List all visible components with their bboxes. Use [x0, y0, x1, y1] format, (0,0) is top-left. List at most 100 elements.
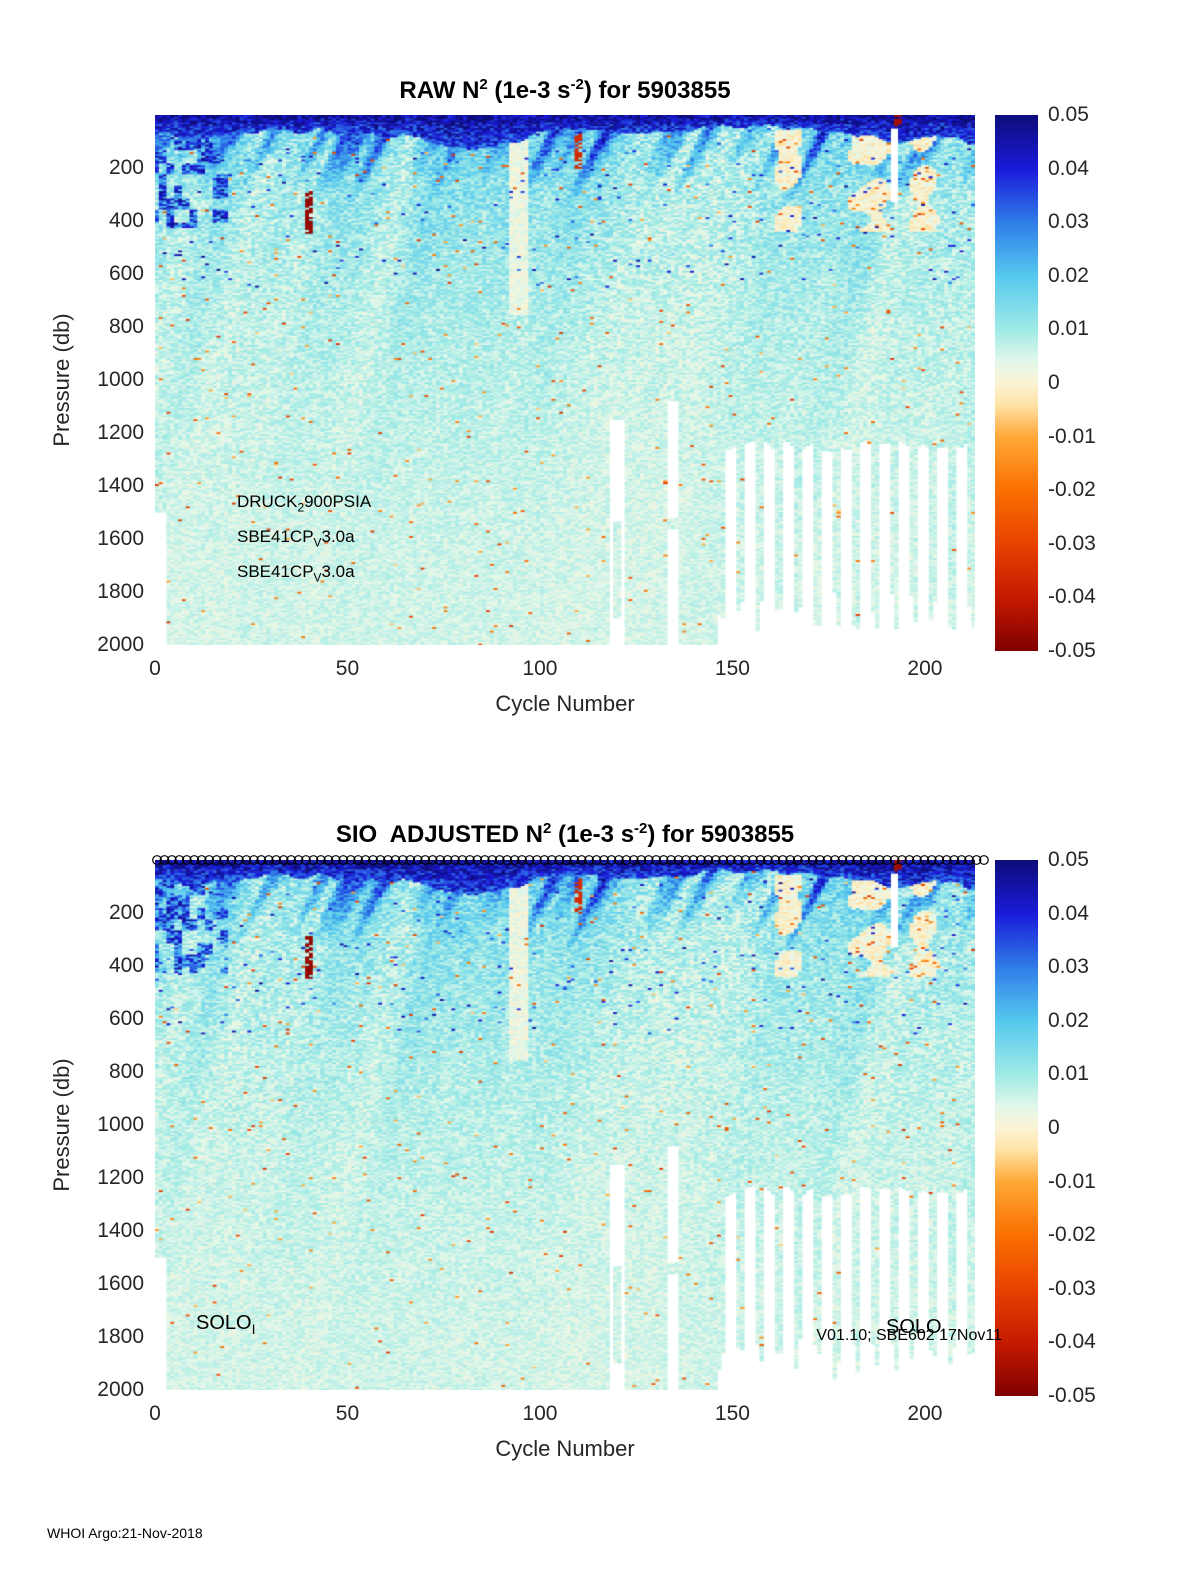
cycle-marker-circle [822, 855, 833, 865]
footer-text: WHOI Argo:21-Nov-2018 [47, 1525, 203, 1541]
cycle-marker-circle [159, 855, 170, 865]
cycle-marker-circle [360, 855, 371, 865]
cycle-marker-circle [763, 855, 773, 865]
cycle-marker-circle [323, 855, 334, 865]
annotation-text: SOLO [886, 1316, 942, 1338]
annotation-text: DRUCK [237, 492, 298, 511]
cycle-marker-circle [830, 855, 840, 865]
raw-colorbar-tick-label: -0.05 [1048, 639, 1096, 662]
cycle-marker-circle [196, 855, 207, 865]
adjusted-title-superscript: 2 [542, 820, 552, 837]
raw-x-tick-label: 0 [149, 657, 161, 680]
cycle-marker-circle [576, 855, 587, 865]
raw-y-tick-label: 1600 [97, 527, 144, 550]
cycle-marker-circle [181, 855, 192, 865]
cycle-marker-circle [882, 855, 892, 865]
cycle-marker-circle [710, 855, 721, 865]
annotation-text: 3.0a [321, 527, 355, 546]
cycle-marker-circle [800, 855, 811, 865]
adjusted-y-tick-label: 200 [108, 901, 144, 924]
cycle-marker-circle [867, 855, 878, 865]
cycle-marker-circle [621, 855, 632, 865]
cycle-marker-circle [271, 855, 282, 865]
cycle-marker-circle [815, 855, 825, 865]
cycle-marker-circle [807, 855, 818, 865]
cycle-marker-circle [844, 855, 855, 865]
raw-y-tick-label: 1800 [97, 580, 144, 603]
cycle-marker-circle [904, 855, 915, 865]
adjusted-x-tick-label: 200 [907, 1402, 943, 1425]
cycle-marker-circle [442, 855, 453, 865]
cycle-marker-circle [166, 855, 177, 865]
cycle-marker-circle [770, 855, 781, 865]
cycle-marker-circle [949, 855, 960, 865]
cycle-marker-circle [472, 855, 483, 865]
cycle-marker-circle [606, 855, 617, 865]
cycle-marker-circle [837, 855, 848, 865]
adjusted-x-tick-label: 0 [149, 1402, 161, 1425]
raw-annotation-pressure-sensor: DRUCK2900PSIA [237, 492, 371, 514]
cycle-marker-circle [435, 855, 446, 865]
annotation-text: SOLO [196, 1312, 252, 1334]
adjusted-y-tick-label: 1600 [97, 1272, 144, 1295]
annotation-text: SBE41CP [237, 527, 314, 546]
cycle-marker-circle [658, 855, 669, 865]
adjusted-colorbar-tick-label: 0.02 [1048, 1008, 1089, 1032]
cycle-marker-circle [733, 855, 743, 865]
adjusted-plot-title: SIO ADJUSTED N2 (1e-3 s-2) for 5903855 [155, 820, 975, 849]
cycle-marker-circle [450, 855, 460, 865]
cycle-marker-circle [509, 855, 520, 865]
cycle-marker-circle [315, 855, 326, 865]
cycle-marker-circle [666, 855, 676, 865]
raw-y-tick-label: 600 [108, 262, 144, 285]
annotation-subscript: V [313, 570, 322, 585]
cycle-marker-circle [748, 855, 758, 865]
raw-title-text: (1e-3 s [487, 77, 571, 104]
cycle-marker-circle [301, 855, 311, 865]
cycle-marker-circle [628, 855, 639, 865]
cycle-marker-circle [792, 855, 803, 865]
adjusted-colorbar-tick-label: 0 [1048, 1116, 1060, 1139]
adjusted-y-tick-label: 1400 [97, 1219, 144, 1242]
raw-colorbar-tick-label: 0.03 [1048, 210, 1089, 234]
cycle-marker-circle [599, 855, 609, 865]
raw-y-tick-label: 1000 [97, 368, 144, 391]
cycle-marker-circle [852, 855, 863, 865]
cycle-marker-circles [152, 855, 989, 865]
raw-x-tick-label: 150 [714, 657, 750, 680]
cycle-marker-circle [532, 855, 542, 865]
adjusted-title-text: ) for 5903855 [647, 821, 795, 848]
cycle-marker-circle [219, 855, 229, 865]
cycle-marker-circle [561, 855, 572, 865]
raw-colorbar-tick-label: 0 [1048, 371, 1060, 394]
cycle-marker-circle [718, 855, 729, 865]
cycle-marker-circle [785, 855, 796, 865]
raw-x-axis-label: Cycle Number [495, 691, 635, 716]
cycle-marker-circle [465, 855, 475, 865]
cycle-marker-circle [517, 855, 527, 865]
adjusted-heatmap [155, 860, 975, 1390]
raw-colorbar-tick-label: 0.05 [1048, 103, 1089, 126]
raw-colorbar-tick-label: 0.04 [1048, 156, 1089, 180]
adjusted-title-superscript: -2 [634, 820, 648, 837]
adjusted-y-tick-label: 600 [108, 1007, 144, 1030]
raw-y-tick-label: 2000 [97, 633, 144, 656]
adjusted-annotation-version: V01.10; SBE602 17Nov11 [816, 1327, 1002, 1344]
cycle-marker-circle [636, 855, 647, 865]
adjusted-x-axis-label: Cycle Number [495, 1436, 635, 1461]
adjusted-colorbar-tick-label: -0.01 [1048, 1169, 1096, 1193]
adjusted-y-tick-label: 2000 [97, 1378, 144, 1401]
cycle-marker-circle [383, 855, 393, 865]
cycle-marker-circle [614, 855, 624, 865]
cycle-marker-circle [189, 855, 200, 865]
cycle-marker-circle [651, 855, 662, 865]
cycle-marker-circle [524, 855, 535, 865]
annotation-subscript: 2 [297, 500, 305, 515]
cycle-marker-circle [919, 855, 930, 865]
raw-colorbar-tick-label: -0.02 [1048, 478, 1096, 502]
adjusted-x-tick-label: 150 [714, 1402, 750, 1425]
cycle-marker-circle [584, 855, 595, 865]
cycle-marker-circle [353, 855, 364, 865]
cycle-marker-circle [934, 855, 945, 865]
